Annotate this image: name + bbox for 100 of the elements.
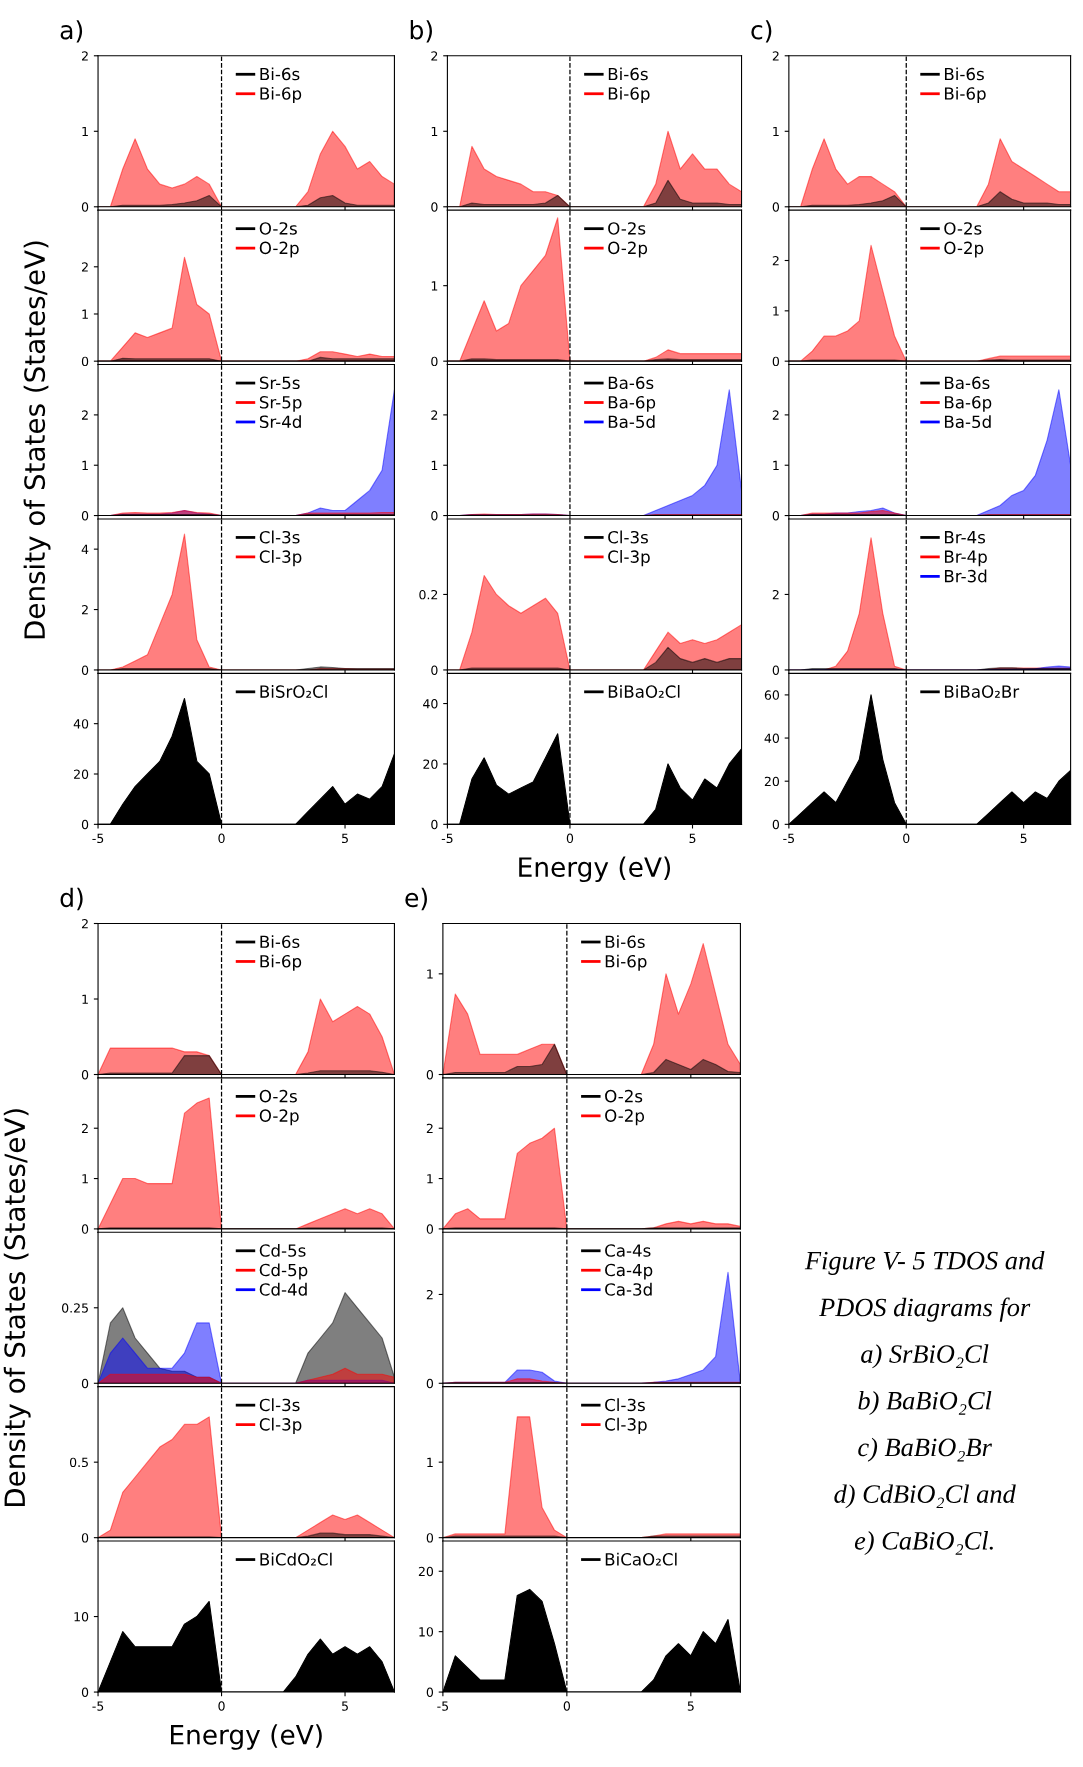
- legend-label: Br-3d: [944, 569, 987, 583]
- y-tick-label: 2: [431, 410, 438, 420]
- x-tick-label: 5: [342, 1701, 348, 1711]
- text: Figure V- 5 TDOS and: [804, 1250, 1045, 1275]
- text: d) CdBiO₂Cl and: [834, 1484, 1016, 1509]
- x-tick-label: 0: [218, 1701, 225, 1711]
- y-tick-label: 2: [426, 1289, 433, 1300]
- legend-label: BiSrO₂Cl: [260, 685, 327, 698]
- y-tick-label: 0: [81, 511, 89, 521]
- x-tick-label: -5: [92, 1701, 104, 1711]
- text: PDOS diagrams for: [818, 1297, 1031, 1322]
- y-tick-label: 2: [772, 51, 779, 61]
- y-tick-label: 40: [423, 699, 438, 709]
- text: e): [405, 887, 427, 911]
- legend-label: Cl-3p: [605, 1417, 647, 1434]
- legend-label: Ba-5d: [944, 415, 991, 429]
- y-tick-label: 0: [431, 356, 438, 367]
- legend-label: O-2s: [259, 222, 297, 235]
- y-tick-label: 1: [82, 126, 88, 137]
- legend-label: Bi-6s: [260, 935, 300, 949]
- legend-label: BiBaO₂Cl: [608, 685, 680, 698]
- y-tick-label: 1: [773, 306, 779, 316]
- y-tick-label: 20: [423, 759, 438, 769]
- x-tick-label: -5: [783, 833, 795, 844]
- legend-label: O-2p: [944, 241, 984, 258]
- legend-label: Ba-5d: [608, 415, 655, 429]
- y-tick-label: 0: [81, 356, 89, 367]
- x-tick-label: -5: [441, 833, 453, 844]
- x-tick-label: 5: [1020, 833, 1027, 844]
- y-tick-label: 0: [772, 511, 780, 521]
- legend-label: Bi-6s: [944, 67, 984, 81]
- y-tick-label: 2: [81, 410, 88, 420]
- y-tick-label: 0.5: [69, 1457, 88, 1468]
- legend-label: Bi-6p: [944, 86, 986, 104]
- legend-label: Cd-4d: [259, 1282, 307, 1296]
- y-tick-label: 40: [764, 733, 780, 743]
- legend-label: Cl-3s: [605, 1398, 645, 1412]
- y-tick-label: 1: [82, 1174, 88, 1184]
- legend-label: Cl-3p: [259, 550, 302, 567]
- legend-label: O-2p: [605, 1109, 645, 1126]
- legend-label: Cl-3s: [608, 530, 648, 544]
- y-tick-label: 1: [427, 969, 433, 979]
- y-tick-label: 10: [74, 1612, 89, 1622]
- legend-label: Bi-6p: [605, 954, 647, 971]
- y-tick-label: 0: [772, 665, 780, 675]
- legend-label: Ca-3d: [605, 1282, 652, 1296]
- y-tick-label: 0: [426, 1533, 434, 1543]
- legend-label: Bi-6s: [608, 67, 648, 81]
- legend-label: Cl-3p: [608, 550, 650, 567]
- y-tick-label: 0: [426, 1687, 434, 1697]
- legend-label: BiCaO₂Cl: [605, 1552, 677, 1566]
- legend-label: Sr-4d: [259, 415, 301, 429]
- legend-label: Sr-5s: [259, 376, 300, 390]
- y-tick-label: 0: [431, 665, 438, 675]
- text: c) BaBiO₂Br: [858, 1437, 992, 1462]
- legend-label: O-2p: [259, 241, 299, 258]
- legend-label: O-2s: [944, 222, 982, 235]
- y-tick-label: 1: [82, 460, 88, 470]
- y-tick-label: 0.25: [62, 1303, 88, 1313]
- y-tick-label: 1: [431, 281, 438, 291]
- legend-label: Cd-5p: [259, 1263, 308, 1280]
- x-axis-title: Energy (eV): [171, 1724, 322, 1750]
- legend-label: Cd-5s: [259, 1243, 306, 1257]
- y-tick-label: 2: [772, 255, 779, 266]
- y-axis-title: Density of States (States/eV): [3, 1109, 31, 1507]
- legend-label: O-2p: [259, 1109, 299, 1126]
- legend-label: O-2s: [605, 1089, 643, 1103]
- legend-label: BiCdO₂Cl: [260, 1552, 332, 1566]
- y-tick-label: 0: [81, 819, 89, 830]
- x-tick-label: 5: [689, 833, 696, 844]
- y-tick-label: 2: [81, 51, 88, 61]
- y-tick-label: 10: [419, 1627, 434, 1637]
- legend-label: Br-4s: [944, 531, 986, 544]
- y-tick-label: 0: [81, 1069, 89, 1080]
- y-tick-label: 1: [427, 1457, 433, 1467]
- text: a): [60, 20, 83, 43]
- legend-label: O-2s: [608, 222, 646, 235]
- legend-label: Ba-6s: [608, 376, 654, 390]
- legend-label: Ca-4p: [605, 1263, 653, 1280]
- y-tick-label: 1: [82, 994, 88, 1004]
- legend-label: Bi-6p: [608, 86, 650, 104]
- y-tick-label: 2: [431, 51, 438, 61]
- y-tick-label: 0: [426, 1378, 434, 1389]
- legend-label: Ba-6p: [944, 395, 992, 412]
- y-tick-label: 2: [772, 410, 779, 420]
- y-tick-label: 20: [764, 776, 780, 787]
- x-tick-label: 0: [218, 833, 225, 844]
- y-tick-label: 20: [418, 1566, 434, 1577]
- y-tick-label: 0: [81, 665, 89, 675]
- y-tick-label: 1: [82, 309, 88, 319]
- x-tick-label: 0: [563, 1701, 570, 1711]
- text: a) SrBiO₂Cl: [861, 1344, 989, 1369]
- legend-label: Sr-5p: [259, 395, 302, 412]
- x-tick-label: 5: [687, 1701, 694, 1711]
- y-tick-label: 1: [431, 460, 438, 470]
- y-tick-label: 0: [772, 202, 780, 212]
- y-tick-label: 60: [764, 690, 780, 700]
- legend-label: BiBaO₂Br: [944, 685, 1020, 698]
- text: d): [60, 887, 83, 911]
- y-tick-label: 0.2: [419, 589, 438, 600]
